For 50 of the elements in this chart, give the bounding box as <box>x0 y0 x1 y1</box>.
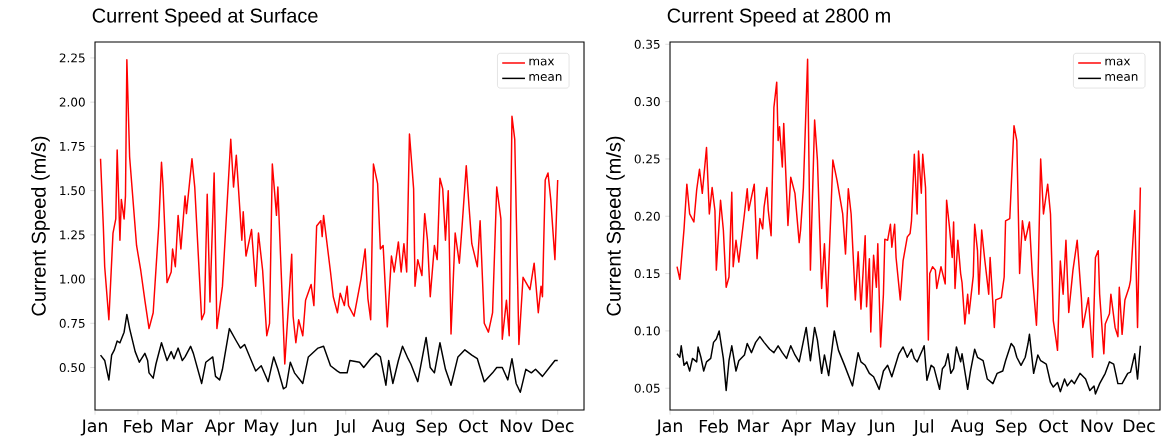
y-tick-label: 1.25 <box>60 230 85 240</box>
legend-label: max <box>1105 58 1131 66</box>
y-tick-label: 0.35 <box>634 39 660 49</box>
x-tick-label: Sep <box>416 419 448 436</box>
x-tick-label: Oct <box>459 419 488 433</box>
x-tick-label: Feb <box>124 419 153 433</box>
x-tick-label: Apr <box>204 419 235 436</box>
y-tick-label: 2.00 <box>59 97 85 107</box>
y-tick-label: 0.15 <box>634 269 660 279</box>
chart-title: Current Speed at Surface <box>92 7 318 27</box>
x-tick-label: Nov <box>1081 419 1114 433</box>
y-tick-label: 0.50 <box>59 363 85 373</box>
y-tick-label: 1.75 <box>60 141 85 151</box>
x-tick-label: Sep <box>996 419 1027 436</box>
x-tick-label: May <box>822 419 856 436</box>
x-tick-label: Jul <box>912 419 933 437</box>
chart-title: Current Speed at 2800 m <box>667 7 890 27</box>
legend-label: mean <box>1105 74 1138 81</box>
y-tick-label: 0.20 <box>634 211 660 221</box>
x-tick-label: Mar <box>162 419 194 433</box>
line-series <box>676 58 1142 359</box>
y-axis-title: Current Speed (m/s) <box>606 136 625 316</box>
x-tick-label: Apr <box>781 419 812 436</box>
x-tick-label: Oct <box>1039 419 1068 433</box>
y-tick-label: 0.05 <box>634 383 660 393</box>
line-series <box>676 326 1142 395</box>
x-tick-label: Jun <box>289 419 317 436</box>
x-tick-label: Dec <box>542 419 574 433</box>
y-tick-label: 1.00 <box>60 274 85 284</box>
x-tick-label: May <box>245 419 279 436</box>
y-tick-label: 1.50 <box>60 186 85 196</box>
x-tick-label: Jan <box>80 419 107 436</box>
legend-label: mean <box>529 74 562 81</box>
y-tick-label: 0.30 <box>634 97 660 107</box>
x-tick-label: Mar <box>738 419 770 433</box>
x-tick-label: Aug <box>950 419 984 436</box>
x-tick-label: Nov <box>500 419 533 433</box>
y-axis-title: Current Speed (m/s) <box>31 136 50 316</box>
x-tick-label: Jul <box>334 419 355 437</box>
y-tick-label: 0.10 <box>634 326 660 336</box>
x-tick-label: Feb <box>699 419 728 433</box>
x-tick-label: Aug <box>371 419 405 436</box>
x-tick-label: Dec <box>1123 419 1155 433</box>
x-tick-label: Jan <box>655 419 682 436</box>
y-tick-label: 0.25 <box>634 154 660 164</box>
y-tick-label: 2.25 <box>59 53 85 63</box>
legend-label: max <box>529 58 555 66</box>
line-series <box>99 313 559 394</box>
x-tick-label: Jun <box>867 419 895 436</box>
y-tick-label: 0.75 <box>59 318 85 328</box>
